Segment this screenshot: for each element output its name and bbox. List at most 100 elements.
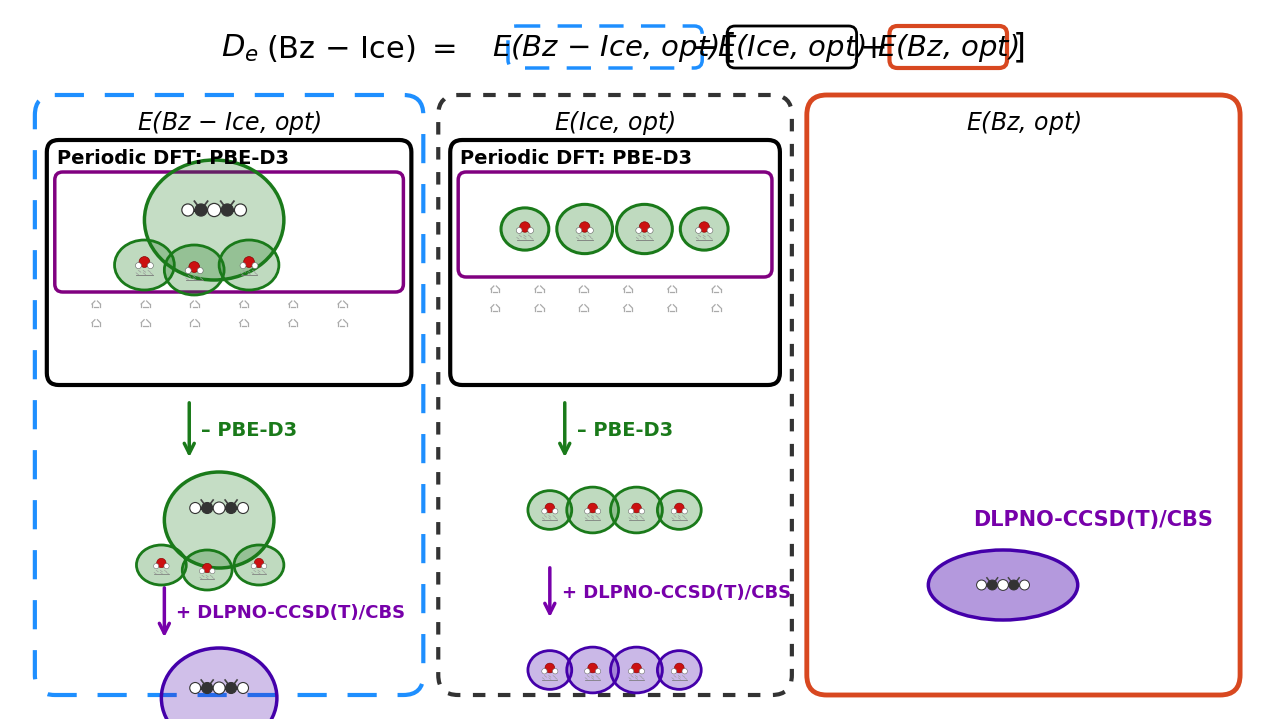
Circle shape	[164, 564, 169, 569]
Circle shape	[234, 204, 247, 216]
Circle shape	[675, 663, 684, 673]
Text: $]$: $]$	[1012, 31, 1024, 65]
Circle shape	[588, 663, 598, 673]
Circle shape	[207, 203, 220, 216]
Circle shape	[585, 508, 590, 514]
Circle shape	[639, 221, 650, 232]
Ellipse shape	[161, 648, 276, 719]
Circle shape	[553, 669, 558, 674]
Circle shape	[225, 503, 237, 513]
Circle shape	[251, 564, 256, 569]
Circle shape	[156, 559, 166, 568]
Circle shape	[987, 580, 997, 590]
Circle shape	[545, 663, 554, 673]
Circle shape	[200, 569, 205, 574]
Circle shape	[636, 228, 641, 234]
Circle shape	[541, 669, 547, 674]
Circle shape	[1020, 580, 1029, 590]
Text: $D_e$: $D_e$	[221, 32, 259, 63]
Circle shape	[553, 508, 558, 514]
Circle shape	[675, 503, 684, 513]
Text: DLPNO-CCSD(T)/CBS: DLPNO-CCSD(T)/CBS	[973, 510, 1213, 530]
Circle shape	[527, 228, 534, 234]
Circle shape	[195, 204, 207, 216]
Ellipse shape	[680, 208, 728, 250]
Ellipse shape	[500, 208, 549, 250]
Circle shape	[682, 508, 687, 514]
Circle shape	[189, 682, 201, 694]
Ellipse shape	[182, 550, 232, 590]
Circle shape	[639, 508, 645, 514]
Circle shape	[238, 503, 248, 513]
Text: $E$(Ice, opt): $E$(Ice, opt)	[717, 32, 867, 64]
FancyBboxPatch shape	[55, 172, 403, 292]
Circle shape	[197, 267, 204, 274]
Circle shape	[648, 228, 653, 234]
Text: $E$(Bz, opt): $E$(Bz, opt)	[966, 109, 1082, 137]
Circle shape	[977, 580, 987, 590]
Ellipse shape	[527, 490, 572, 529]
FancyBboxPatch shape	[458, 172, 772, 277]
Circle shape	[202, 503, 212, 513]
Circle shape	[628, 508, 634, 514]
Circle shape	[261, 564, 266, 569]
Circle shape	[699, 221, 709, 232]
FancyBboxPatch shape	[47, 140, 411, 385]
Text: Periodic DFT: PBE-D3: Periodic DFT: PBE-D3	[56, 149, 289, 168]
Ellipse shape	[145, 160, 284, 280]
Text: – PBE-D3: – PBE-D3	[201, 421, 297, 439]
Text: + DLPNO-CCSD(T)/CBS: + DLPNO-CCSD(T)/CBS	[562, 584, 791, 602]
Circle shape	[243, 257, 255, 267]
Circle shape	[214, 682, 225, 694]
Circle shape	[202, 682, 212, 694]
Text: – PBE-D3: – PBE-D3	[577, 421, 673, 439]
Circle shape	[225, 682, 237, 694]
Circle shape	[628, 669, 634, 674]
Ellipse shape	[164, 472, 274, 568]
Circle shape	[202, 563, 212, 572]
Circle shape	[997, 580, 1009, 590]
Circle shape	[1009, 580, 1019, 590]
Ellipse shape	[658, 490, 701, 529]
Circle shape	[147, 262, 154, 269]
Ellipse shape	[611, 647, 662, 693]
Circle shape	[671, 669, 677, 674]
Text: $E$(Ice, opt): $E$(Ice, opt)	[554, 109, 676, 137]
Ellipse shape	[164, 245, 224, 295]
Text: + DLPNO-CCSD(T)/CBS: + DLPNO-CCSD(T)/CBS	[177, 604, 406, 622]
Circle shape	[238, 682, 248, 694]
Ellipse shape	[567, 487, 618, 533]
Circle shape	[255, 559, 264, 568]
Circle shape	[580, 221, 590, 232]
Ellipse shape	[658, 651, 701, 690]
Ellipse shape	[234, 545, 284, 585]
Circle shape	[520, 221, 530, 232]
Text: $E$(Bz $-$ Ice, opt): $E$(Bz $-$ Ice, opt)	[137, 109, 321, 137]
Ellipse shape	[557, 204, 613, 254]
Ellipse shape	[928, 550, 1078, 620]
Circle shape	[588, 503, 598, 513]
Ellipse shape	[114, 240, 174, 290]
Circle shape	[214, 502, 225, 514]
Text: $-\,$[: $-\,$[	[690, 31, 735, 65]
Circle shape	[241, 262, 246, 269]
Circle shape	[631, 503, 641, 513]
Circle shape	[707, 228, 713, 234]
Circle shape	[631, 663, 641, 673]
Circle shape	[182, 204, 193, 216]
Ellipse shape	[567, 647, 618, 693]
Circle shape	[695, 228, 701, 234]
Ellipse shape	[617, 204, 672, 254]
Circle shape	[545, 503, 554, 513]
Circle shape	[252, 262, 259, 269]
Circle shape	[516, 228, 522, 234]
Circle shape	[595, 508, 600, 514]
Ellipse shape	[611, 487, 662, 533]
Text: $E$(Bz, opt): $E$(Bz, opt)	[877, 32, 1019, 64]
Circle shape	[189, 503, 201, 513]
Circle shape	[136, 262, 141, 269]
Circle shape	[186, 267, 191, 274]
Circle shape	[140, 257, 150, 267]
Text: $+$: $+$	[859, 32, 886, 65]
Circle shape	[210, 569, 215, 574]
